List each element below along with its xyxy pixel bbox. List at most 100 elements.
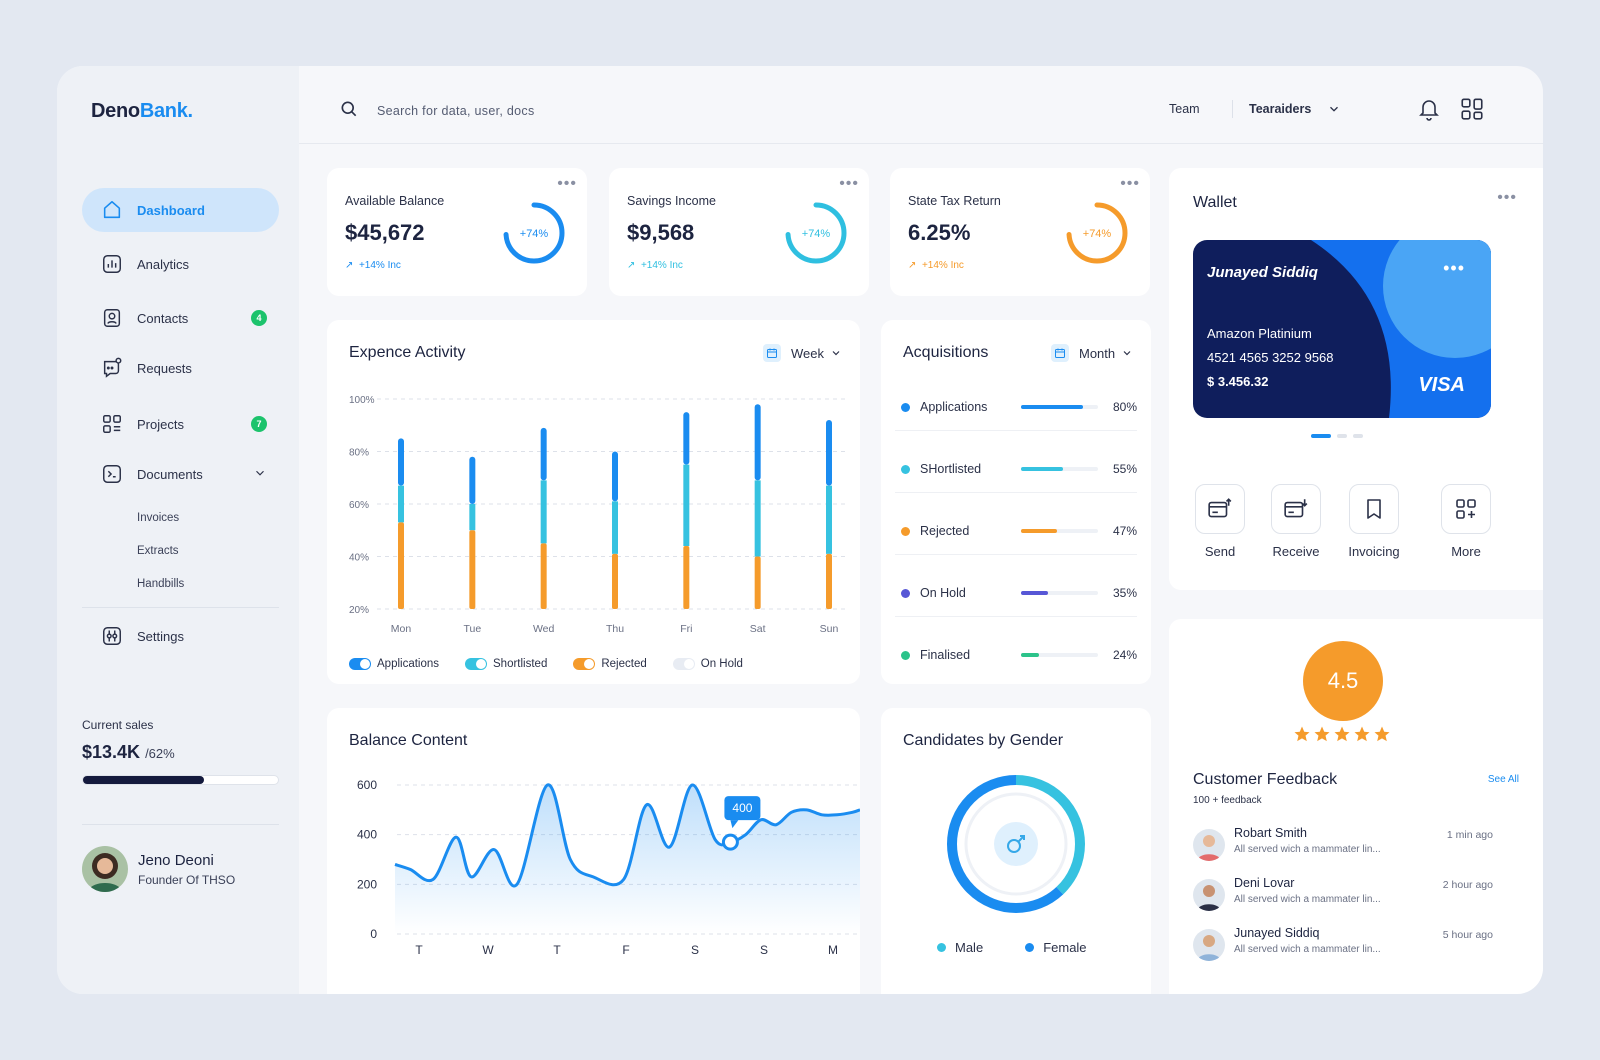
visa-logo: VISA <box>1418 374 1465 396</box>
toggle-icon[interactable] <box>672 658 695 670</box>
bar-applications[interactable] <box>469 456 476 504</box>
more-options-icon[interactable]: ••• <box>1120 175 1140 192</box>
bar-applications[interactable] <box>398 438 404 486</box>
topbar: Search for data, user, docs Team Tearaid… <box>299 66 1543 144</box>
analytics-icon <box>100 252 124 276</box>
acquisition-row[interactable]: On Hold 35% <box>901 586 1137 600</box>
customer-feedback-card: 4.5 Customer Feedback See All 100 + feed… <box>1169 619 1543 994</box>
bar-rejected[interactable] <box>540 543 547 609</box>
x-tick-label: T <box>553 943 561 957</box>
x-tick-label: Sat <box>750 623 766 635</box>
invoicing-button[interactable]: Invoicing <box>1339 484 1409 559</box>
sidebar-item-dashboard[interactable]: Dashboard <box>82 188 279 232</box>
legend-applications[interactable]: Applications <box>349 658 439 670</box>
legend-female[interactable]: Female <box>1025 940 1087 955</box>
receive-icon <box>1271 484 1321 534</box>
legend-on-hold[interactable]: On Hold <box>672 658 743 670</box>
search-input[interactable]: Search for data, user, docs <box>377 103 535 118</box>
bar-shortlisted[interactable] <box>398 485 404 523</box>
bar-shortlisted[interactable] <box>754 480 761 557</box>
bar-applications[interactable] <box>826 420 832 486</box>
highlight-point[interactable] <box>721 833 739 851</box>
team-select[interactable]: Tearaiders <box>1249 102 1341 116</box>
sidebar-subitem-handbills[interactable]: Handbills <box>137 578 185 590</box>
bar-shortlisted[interactable] <box>683 464 690 546</box>
user-profile[interactable]: Jeno Deoni Founder Of THSO <box>82 846 279 892</box>
acquisition-row[interactable]: SHortlisted 55% <box>901 462 1137 476</box>
logo[interactable]: DenoBank. <box>91 100 193 122</box>
search-bar[interactable]: Search for data, user, docs <box>339 99 535 122</box>
donut-slice-female[interactable] <box>947 775 1085 913</box>
card-number: 4521 4565 3252 9568 <box>1207 350 1334 365</box>
bar-rejected[interactable] <box>612 553 618 609</box>
feedback-item[interactable]: Deni Lovar All served wich a mammater lin… <box>1193 876 1493 916</box>
period-select[interactable]: Week <box>763 344 842 362</box>
more-button[interactable]: More <box>1439 484 1493 559</box>
acquisition-bar <box>1021 405 1098 409</box>
bar-shortlisted[interactable] <box>826 485 832 554</box>
acquisition-row[interactable]: Finalised 24% <box>901 648 1137 662</box>
card-pager[interactable] <box>1311 434 1369 438</box>
card-balance: $ 3.456.32 <box>1207 374 1269 389</box>
sidebar-item-projects[interactable]: Projects 7 <box>82 402 279 446</box>
toggle-icon[interactable] <box>349 658 371 670</box>
toggle-icon[interactable] <box>573 658 596 670</box>
bar-shortlisted[interactable] <box>540 480 547 544</box>
receive-button[interactable]: Receive <box>1265 484 1327 559</box>
x-tick-label: T <box>415 943 423 957</box>
sidebar-subitem-invoices[interactable]: Invoices <box>137 512 180 524</box>
stat-title: Savings Income <box>627 194 716 208</box>
bar-rejected[interactable] <box>826 553 832 609</box>
tooltip-pointer <box>730 820 739 829</box>
toggle-icon[interactable] <box>465 658 488 670</box>
bar-shortlisted[interactable] <box>612 501 618 554</box>
bar-applications[interactable] <box>540 427 547 481</box>
sidebar-item-analytics[interactable]: Analytics <box>82 242 279 286</box>
ring-label: +74% <box>802 228 831 240</box>
sidebar-item-contacts[interactable]: Contacts 4 <box>82 296 279 340</box>
current-sales-progress-fill <box>83 776 204 784</box>
stat-card-savings-income: ••• Savings Income $9,568 ↗ +14% Inc +74… <box>609 168 869 296</box>
sidebar-subitem-extracts[interactable]: Extracts <box>137 545 179 557</box>
feedback-item[interactable]: Robart Smith All served wich a mammater l… <box>1193 826 1493 866</box>
bar-rejected[interactable] <box>398 522 404 609</box>
y-tick-label: 80% <box>349 448 369 459</box>
legend-male[interactable]: Male <box>937 940 983 955</box>
legend-rejected[interactable]: Rejected <box>573 658 647 670</box>
bar-shortlisted[interactable] <box>469 504 476 531</box>
bar-applications[interactable] <box>612 451 618 502</box>
bar-rejected[interactable] <box>683 546 690 609</box>
more-options-icon[interactable]: ••• <box>557 175 577 192</box>
balance-line <box>394 783 860 888</box>
bar-rejected[interactable] <box>754 556 761 610</box>
send-button[interactable]: Send <box>1193 484 1247 559</box>
feedback-item[interactable]: Junayed Siddiq All served wich a mammater… <box>1193 926 1493 966</box>
search-icon[interactable] <box>339 99 359 122</box>
period-select[interactable]: Month <box>1051 344 1133 362</box>
apps-grid-icon[interactable] <box>1459 96 1485 127</box>
more-options-icon[interactable]: ••• <box>839 175 859 192</box>
sidebar-item-settings[interactable]: Settings <box>82 614 279 658</box>
bar-applications[interactable] <box>754 404 761 481</box>
more-options-icon[interactable]: ••• <box>1497 189 1517 206</box>
x-tick-label: Wed <box>533 623 555 635</box>
sidebar-item-requests[interactable]: Requests <box>82 346 279 390</box>
credit-card[interactable]: Junayed Siddiq ••• Amazon Platinium 4521… <box>1193 240 1491 418</box>
row-divider <box>895 554 1137 555</box>
acquisition-row[interactable]: Rejected 47% <box>901 524 1137 538</box>
current-sales: Current sales $13.4K /62% <box>82 718 279 785</box>
card-more-icon[interactable]: ••• <box>1443 258 1465 278</box>
acquisition-bar <box>1021 653 1098 657</box>
see-all-link[interactable]: See All <box>1487 774 1519 785</box>
bell-icon[interactable] <box>1417 96 1441 127</box>
acquisition-row[interactable]: Applications 80% <box>901 400 1137 414</box>
legend-shortlisted[interactable]: Shortlisted <box>465 658 547 670</box>
feedback-time: 2 hour ago <box>1442 879 1493 891</box>
sidebar-item-documents[interactable]: Documents <box>82 452 279 496</box>
chevron-down-icon[interactable] <box>253 466 267 483</box>
bar-rejected[interactable] <box>469 530 476 609</box>
card-title: Candidates by Gender <box>903 732 1064 749</box>
chart-legend: Applications Shortlisted Rejected On Hol… <box>349 658 769 670</box>
star-icon <box>1374 726 1390 742</box>
bar-applications[interactable] <box>683 412 690 465</box>
